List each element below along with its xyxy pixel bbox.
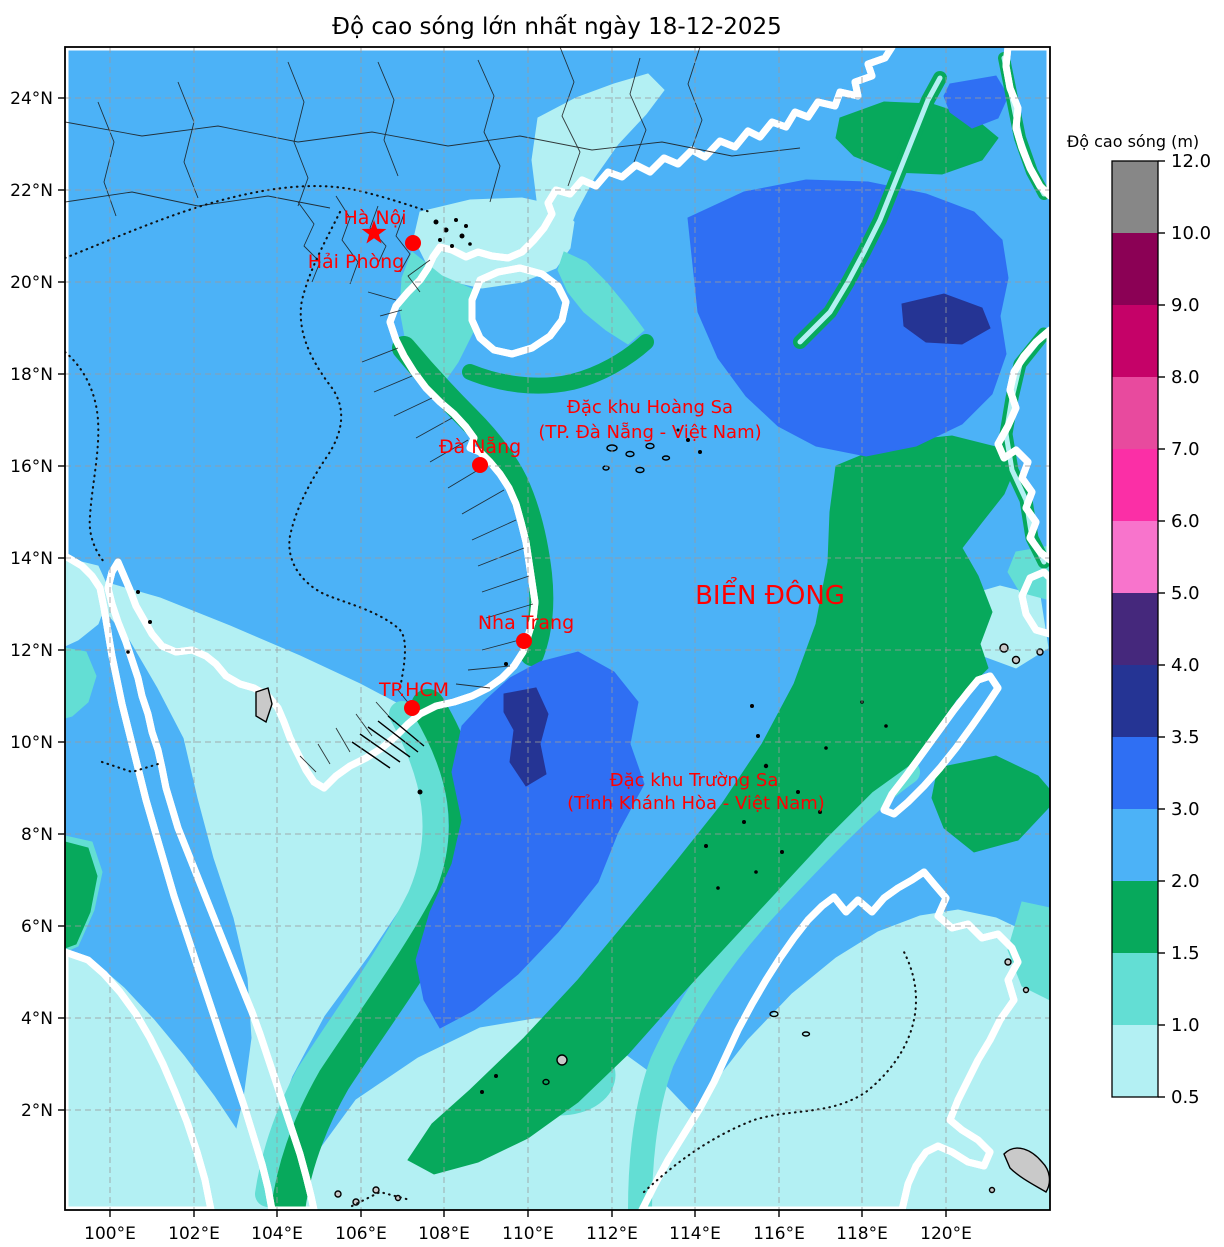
cb-band-1-1.5 bbox=[1112, 953, 1158, 1025]
colorbar-title: Độ cao sóng (m) bbox=[1067, 132, 1199, 151]
hanoi-star-marker bbox=[361, 220, 387, 244]
cb-band-4-5 bbox=[1112, 593, 1158, 665]
map-area: Hà Nội Hải Phòng Đà Nẵng Nha Trang TP.HC… bbox=[65, 47, 1050, 1210]
annotation-truongsa-line1: Đặc khu Trường Sa bbox=[610, 770, 779, 791]
page-title: Độ cao sóng lớn nhất ngày 18-12-2025 bbox=[332, 14, 782, 40]
cb-band-7-8 bbox=[1112, 377, 1158, 449]
sea-name-label: BIỂN ĐÔNG bbox=[695, 576, 845, 611]
map-labels: Hà Nội Hải Phòng Đà Nẵng Nha Trang TP.HC… bbox=[308, 207, 845, 814]
x-tick-102e: 102°E bbox=[168, 1224, 220, 1244]
small-islands bbox=[126, 218, 888, 1094]
graticule bbox=[65, 47, 1050, 1210]
cb-band-0.5-1 bbox=[1112, 1025, 1158, 1097]
x-axis: 100°E 102°E 104°E 106°E 108°E 110°E 112°… bbox=[84, 1210, 972, 1244]
cb-label-12: 12.0 bbox=[1171, 151, 1211, 172]
y-tick-22n: 22°N bbox=[10, 181, 53, 201]
y-tick-16n: 16°N bbox=[10, 457, 53, 477]
x-tick-104e: 104°E bbox=[251, 1224, 303, 1244]
map-frame bbox=[64, 46, 1051, 1211]
cb-band-3.5-4 bbox=[1112, 665, 1158, 737]
tphcm-dot-marker bbox=[404, 700, 420, 716]
colorbar: Độ cao sóng (m) 12.0 10.0 9.0 8.0 bbox=[1067, 132, 1211, 1108]
cb-label-7: 7.0 bbox=[1171, 439, 1200, 460]
cb-label-3: 3.0 bbox=[1171, 799, 1200, 820]
y-tick-18n: 18°N bbox=[10, 365, 53, 385]
annotation-truongsa-line2: (Tỉnh Khánh Hòa - Việt Nam) bbox=[567, 793, 825, 814]
city-label-danang: Đà Nẵng bbox=[439, 435, 521, 458]
cb-label-10: 10.0 bbox=[1171, 223, 1211, 244]
cb-band-9-10 bbox=[1112, 233, 1158, 305]
cb-band-8-9 bbox=[1112, 305, 1158, 377]
cb-label-8: 8.0 bbox=[1171, 367, 1200, 388]
x-tick-114e: 114°E bbox=[669, 1224, 721, 1244]
city-label-hanoi: Hà Nội bbox=[343, 207, 406, 229]
y-tick-8n: 8°N bbox=[21, 825, 53, 845]
x-tick-116e: 116°E bbox=[753, 1224, 805, 1244]
city-markers bbox=[361, 220, 532, 716]
city-label-haiphong: Hải Phòng bbox=[308, 251, 404, 273]
y-tick-24n: 24°N bbox=[10, 89, 53, 109]
international-borders bbox=[65, 185, 918, 1208]
y-tick-20n: 20°N bbox=[10, 273, 53, 293]
x-tick-106e: 106°E bbox=[335, 1224, 387, 1244]
colorbar-tick-labels: 12.0 10.0 9.0 8.0 7.0 6.0 5.0 4.0 3.5 3.… bbox=[1171, 151, 1211, 1108]
cb-label-2: 2.0 bbox=[1171, 871, 1200, 892]
city-label-nhatrang: Nha Trang bbox=[478, 612, 574, 634]
cb-label-0-5: 0.5 bbox=[1171, 1087, 1200, 1108]
cb-label-9: 9.0 bbox=[1171, 295, 1200, 316]
city-label-tphcm: TP.HCM bbox=[378, 679, 449, 701]
cb-band-2-3 bbox=[1112, 809, 1158, 881]
haiphong-dot-marker bbox=[405, 235, 421, 251]
y-tick-12n: 12°N bbox=[10, 641, 53, 661]
land-masses bbox=[65, 47, 1050, 1210]
annotation-hoangsa-line1: Đặc khu Hoàng Sa bbox=[567, 397, 733, 418]
x-tick-120e: 120°E bbox=[920, 1224, 972, 1244]
cb-band-3-3.5 bbox=[1112, 737, 1158, 809]
cb-label-6: 6.0 bbox=[1171, 511, 1200, 532]
sea-band-3-3.5m bbox=[415, 75, 1009, 1029]
y-tick-2n: 2°N bbox=[21, 1101, 53, 1121]
y-tick-4n: 4°N bbox=[21, 1009, 53, 1029]
cb-band-10-12 bbox=[1112, 161, 1158, 233]
cb-band-1.5-2 bbox=[1112, 881, 1158, 953]
colorbar-outline bbox=[1111, 160, 1159, 1098]
annotation-hoangsa-line2: (TP. Đà Nẵng - Việt Nam) bbox=[538, 422, 761, 443]
y-axis: 24°N 22°N 20°N 18°N 16°N 14°N 12°N 10°N … bbox=[10, 89, 65, 1121]
x-tick-112e: 112°E bbox=[586, 1224, 638, 1244]
cb-label-1-5: 1.5 bbox=[1171, 943, 1200, 964]
cb-band-6-7 bbox=[1112, 449, 1158, 521]
x-tick-108e: 108°E bbox=[418, 1224, 470, 1244]
y-tick-10n: 10°N bbox=[10, 733, 53, 753]
x-tick-118e: 118°E bbox=[836, 1224, 888, 1244]
nhatrang-dot-marker bbox=[516, 633, 532, 649]
cb-label-1: 1.0 bbox=[1171, 1015, 1200, 1036]
colorbar-ticks bbox=[1158, 160, 1165, 1098]
cb-label-4: 4.0 bbox=[1171, 655, 1200, 676]
danang-dot-marker bbox=[472, 457, 488, 473]
x-tick-100e: 100°E bbox=[84, 1224, 136, 1244]
y-tick-6n: 6°N bbox=[21, 917, 53, 937]
cb-label-3-5: 3.5 bbox=[1171, 727, 1200, 748]
cb-band-5-6 bbox=[1112, 521, 1158, 593]
cb-label-5: 5.0 bbox=[1171, 583, 1200, 604]
x-tick-110e: 110°E bbox=[502, 1224, 554, 1244]
y-tick-14n: 14°N bbox=[10, 549, 53, 569]
